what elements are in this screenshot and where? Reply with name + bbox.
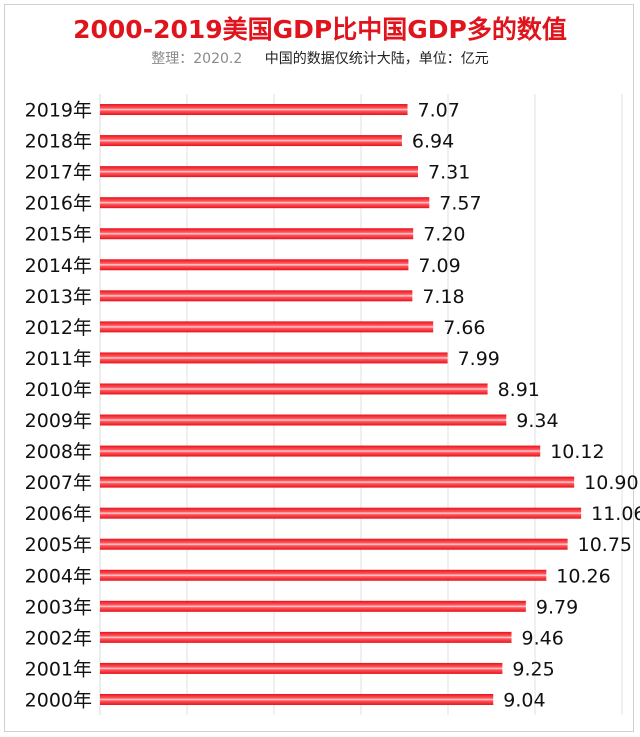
category-label: 2019年 bbox=[25, 100, 92, 122]
label-layer: 2019年 7.07 2018年 6.94 2017年 7.31 2016年 7.57 2015… bbox=[25, 100, 640, 712]
bar bbox=[100, 197, 430, 209]
category-label: 2017年 bbox=[25, 162, 92, 184]
bar bbox=[100, 476, 575, 488]
value-label: 10.26 bbox=[556, 565, 610, 587]
category-label: 2016年 bbox=[25, 193, 92, 215]
bar bbox=[100, 631, 512, 643]
category-label: 2008年 bbox=[25, 441, 92, 463]
category-label: 2004年 bbox=[25, 565, 92, 587]
value-label: 7.66 bbox=[443, 317, 485, 339]
bar bbox=[100, 383, 488, 395]
category-label: 2015年 bbox=[25, 224, 92, 246]
bar bbox=[100, 290, 413, 302]
bar bbox=[100, 352, 448, 364]
category-label: 2002年 bbox=[25, 627, 92, 649]
source-note: 整理：2020.2 bbox=[151, 51, 243, 67]
value-label: 9.25 bbox=[512, 658, 554, 680]
value-label: 7.20 bbox=[423, 224, 465, 246]
grid-layer bbox=[99, 94, 623, 715]
bar bbox=[100, 414, 507, 426]
value-label: 7.09 bbox=[418, 255, 460, 277]
category-label: 2018年 bbox=[25, 131, 92, 153]
value-label: 10.75 bbox=[578, 534, 632, 556]
unit-note: 中国的数据仅统计大陆，单位：亿元 bbox=[264, 51, 489, 67]
bar bbox=[100, 507, 582, 519]
category-label: 2010年 bbox=[25, 379, 92, 401]
category-label: 2003年 bbox=[25, 596, 92, 618]
value-label: 10.12 bbox=[550, 441, 604, 463]
category-label: 2013年 bbox=[25, 286, 92, 308]
value-label: 9.04 bbox=[503, 689, 545, 711]
bar bbox=[100, 228, 414, 240]
category-label: 2012年 bbox=[25, 317, 92, 339]
value-label: 7.57 bbox=[439, 193, 481, 215]
bar bbox=[100, 569, 547, 581]
category-label: 2014年 bbox=[25, 255, 92, 277]
category-label: 2007年 bbox=[25, 472, 92, 494]
category-label: 2005年 bbox=[25, 534, 92, 556]
value-label: 8.91 bbox=[498, 379, 540, 401]
value-label: 9.79 bbox=[536, 596, 578, 618]
category-label: 2006年 bbox=[25, 503, 92, 525]
bar bbox=[100, 662, 503, 674]
value-label: 9.34 bbox=[516, 410, 558, 432]
value-label: 11.06 bbox=[591, 503, 640, 525]
bar bbox=[100, 166, 418, 178]
value-label: 7.99 bbox=[458, 348, 500, 370]
value-label: 7.18 bbox=[422, 286, 464, 308]
value-label: 10.90 bbox=[584, 472, 638, 494]
category-label: 2000年 bbox=[25, 689, 92, 711]
category-label: 2011年 bbox=[25, 348, 92, 370]
value-label: 6.94 bbox=[412, 131, 454, 153]
value-label: 7.07 bbox=[418, 100, 460, 122]
chart-frame bbox=[4, 4, 634, 732]
category-label: 2001年 bbox=[25, 658, 92, 680]
value-label: 9.46 bbox=[522, 627, 564, 649]
bar bbox=[100, 135, 402, 147]
bar bbox=[100, 600, 526, 612]
value-label: 7.31 bbox=[428, 162, 470, 184]
category-label: 2009年 bbox=[25, 410, 92, 432]
bar bbox=[100, 445, 541, 457]
bar bbox=[100, 104, 408, 116]
chart-title: 2000-2019美国GDP比中国GDP多的数值 bbox=[73, 15, 567, 44]
bar bbox=[100, 259, 409, 271]
bar bbox=[100, 538, 568, 550]
bar bbox=[100, 693, 494, 705]
bar bbox=[100, 321, 434, 333]
bar-layer bbox=[100, 104, 582, 705]
subtitle-row: 整理：2020.2 中国的数据仅统计大陆，单位：亿元 bbox=[0, 48, 640, 68]
